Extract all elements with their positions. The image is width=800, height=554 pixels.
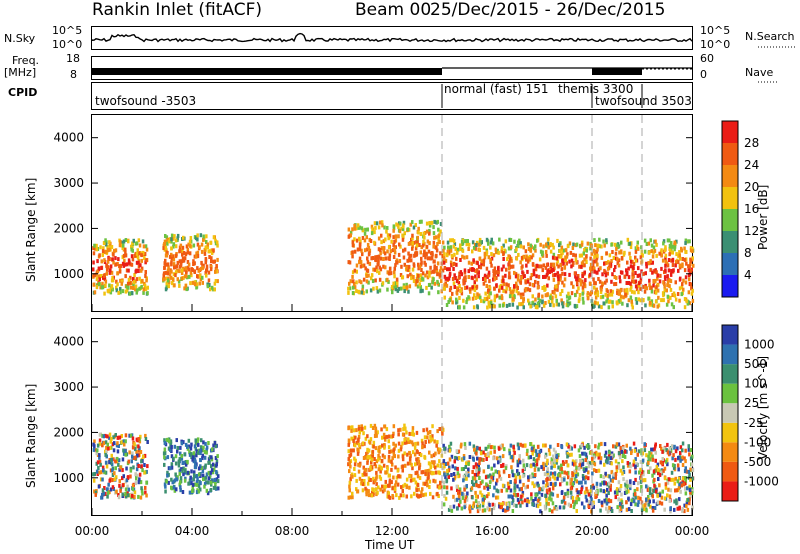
station-title: Rankin Inlet (fitACF) [92,0,263,20]
colorbar-tick-0-0: 4 [744,268,752,282]
colorbar-seg-0-7 [722,121,738,143]
colorbar-tick-0-3: 16 [744,202,759,216]
freq-unit: [MHz] [4,66,37,79]
nsearch-tick-low: 10^0 [700,38,731,51]
colorbar-frame-1 [721,324,739,502]
echo-region-2 [347,423,445,500]
colorbar-tick-1-3: 25 [744,396,759,410]
colorbar-seg-1-8 [722,325,738,345]
colorbar-seg-0-3 [722,209,738,231]
nave-label: Nave [745,66,774,79]
colorbar-tick-0-4: 20 [744,180,759,194]
colorbar-seg-1-6 [722,364,738,384]
colorbar-tick-1-6: -500 [744,455,771,469]
xtick-label-2: 08:00 [275,524,310,538]
colorbar-tick-1-7: -1000 [744,474,779,488]
freq-bar-3 [592,68,642,75]
colorbar-seg-1-2 [722,442,738,462]
beam-label: Beam 00 [355,0,432,20]
colorbar-seg-1-7 [722,344,738,365]
cpid-label: CPID [8,86,38,99]
colorbar-tick-1-1: 500 [744,357,767,371]
colorbar-tick-0-6: 28 [744,136,759,150]
ytick-label-1-3: 4000 [53,335,84,349]
colorbar-tick-0-5: 24 [744,158,759,172]
colorbar-tick-1-2: 100 [744,377,767,391]
date-range: 25/Dec/2015 - 26/Dec/2015 [430,0,666,20]
echo-region-0 [92,238,149,296]
nave-tick-high: 60 [700,52,714,65]
xtick-label-6: 00:00 [675,524,710,538]
xtick-label-3: 12:00 [375,524,410,538]
mode-3: themis 3300 [558,82,634,96]
nsky-label: N.Sky [4,32,36,45]
ytick-label-1-0: 1000 [53,471,84,485]
nsearch-tick-high: 10^5 [700,24,731,37]
velocity-panel [91,318,693,516]
mode-1: twofsound -3503 [95,94,197,108]
freq-tick-low: 8 [70,68,77,81]
xtick-label-4: 16:00 [475,524,510,538]
echo-region-1 [162,233,219,292]
colorbar-tick-1-5: -100 [744,435,771,449]
colorbar-seg-1-3 [722,422,738,443]
colorbar-seg-1-0 [722,481,738,501]
power-panel [91,114,693,312]
colorbar-seg-0-5 [722,165,738,187]
colorbar-tick-1-0: 1000 [744,338,775,352]
freq-bar-1 [92,68,442,75]
ytick-label-0-3: 4000 [53,131,84,145]
x-axis-label: Time UT [365,538,415,552]
mode-2: normal (fast) 151 [444,82,549,96]
ytick-label-1-2: 3000 [53,380,84,394]
echo-region-1 [162,437,220,496]
ytick-label-0-1: 2000 [53,221,84,235]
colorbar-seg-1-4 [722,403,738,423]
cpid-panel [91,82,693,110]
echo-region-3 [442,237,695,310]
colorbar-seg-0-2 [722,231,738,253]
echo-region-0 [92,432,149,500]
nsky-tick-high: 10^5 [52,24,83,37]
colorbar-seg-1-5 [722,383,738,404]
ytick-label-0-2: 3000 [53,176,84,190]
freq-label: Freq. [12,54,40,67]
colorbar-seg-0-6 [722,143,738,165]
xtick-label-0: 00:00 [75,524,110,538]
nsky-trace [91,32,693,43]
colorbar-tick-1-4: -25 [744,416,764,430]
ytick-label-0-0: 1000 [53,267,84,281]
nsky-tick-low: 10^0 [52,38,83,51]
xtick-label-5: 20:00 [575,524,610,538]
colorbar-seg-0-1 [722,253,738,275]
colorbar-seg-0-0 [722,275,738,297]
colorbar-tick-0-2: 12 [744,224,759,238]
colorbar-seg-1-1 [722,461,738,482]
mode-4: twofsound 3503 [595,94,692,108]
colorbar-seg-0-4 [722,187,738,209]
echo-region-3 [442,441,695,514]
freq-tick-high: 18 [66,52,80,65]
colorbar-frame-0 [721,120,739,298]
colorbar-tick-0-1: 8 [744,246,752,260]
xtick-label-1: 04:00 [175,524,210,538]
nsearch-label: N.Search [745,30,795,43]
ytick-label-1-1: 2000 [53,425,84,439]
echo-region-2 [347,219,445,296]
nave-tick-low: 0 [700,68,707,81]
